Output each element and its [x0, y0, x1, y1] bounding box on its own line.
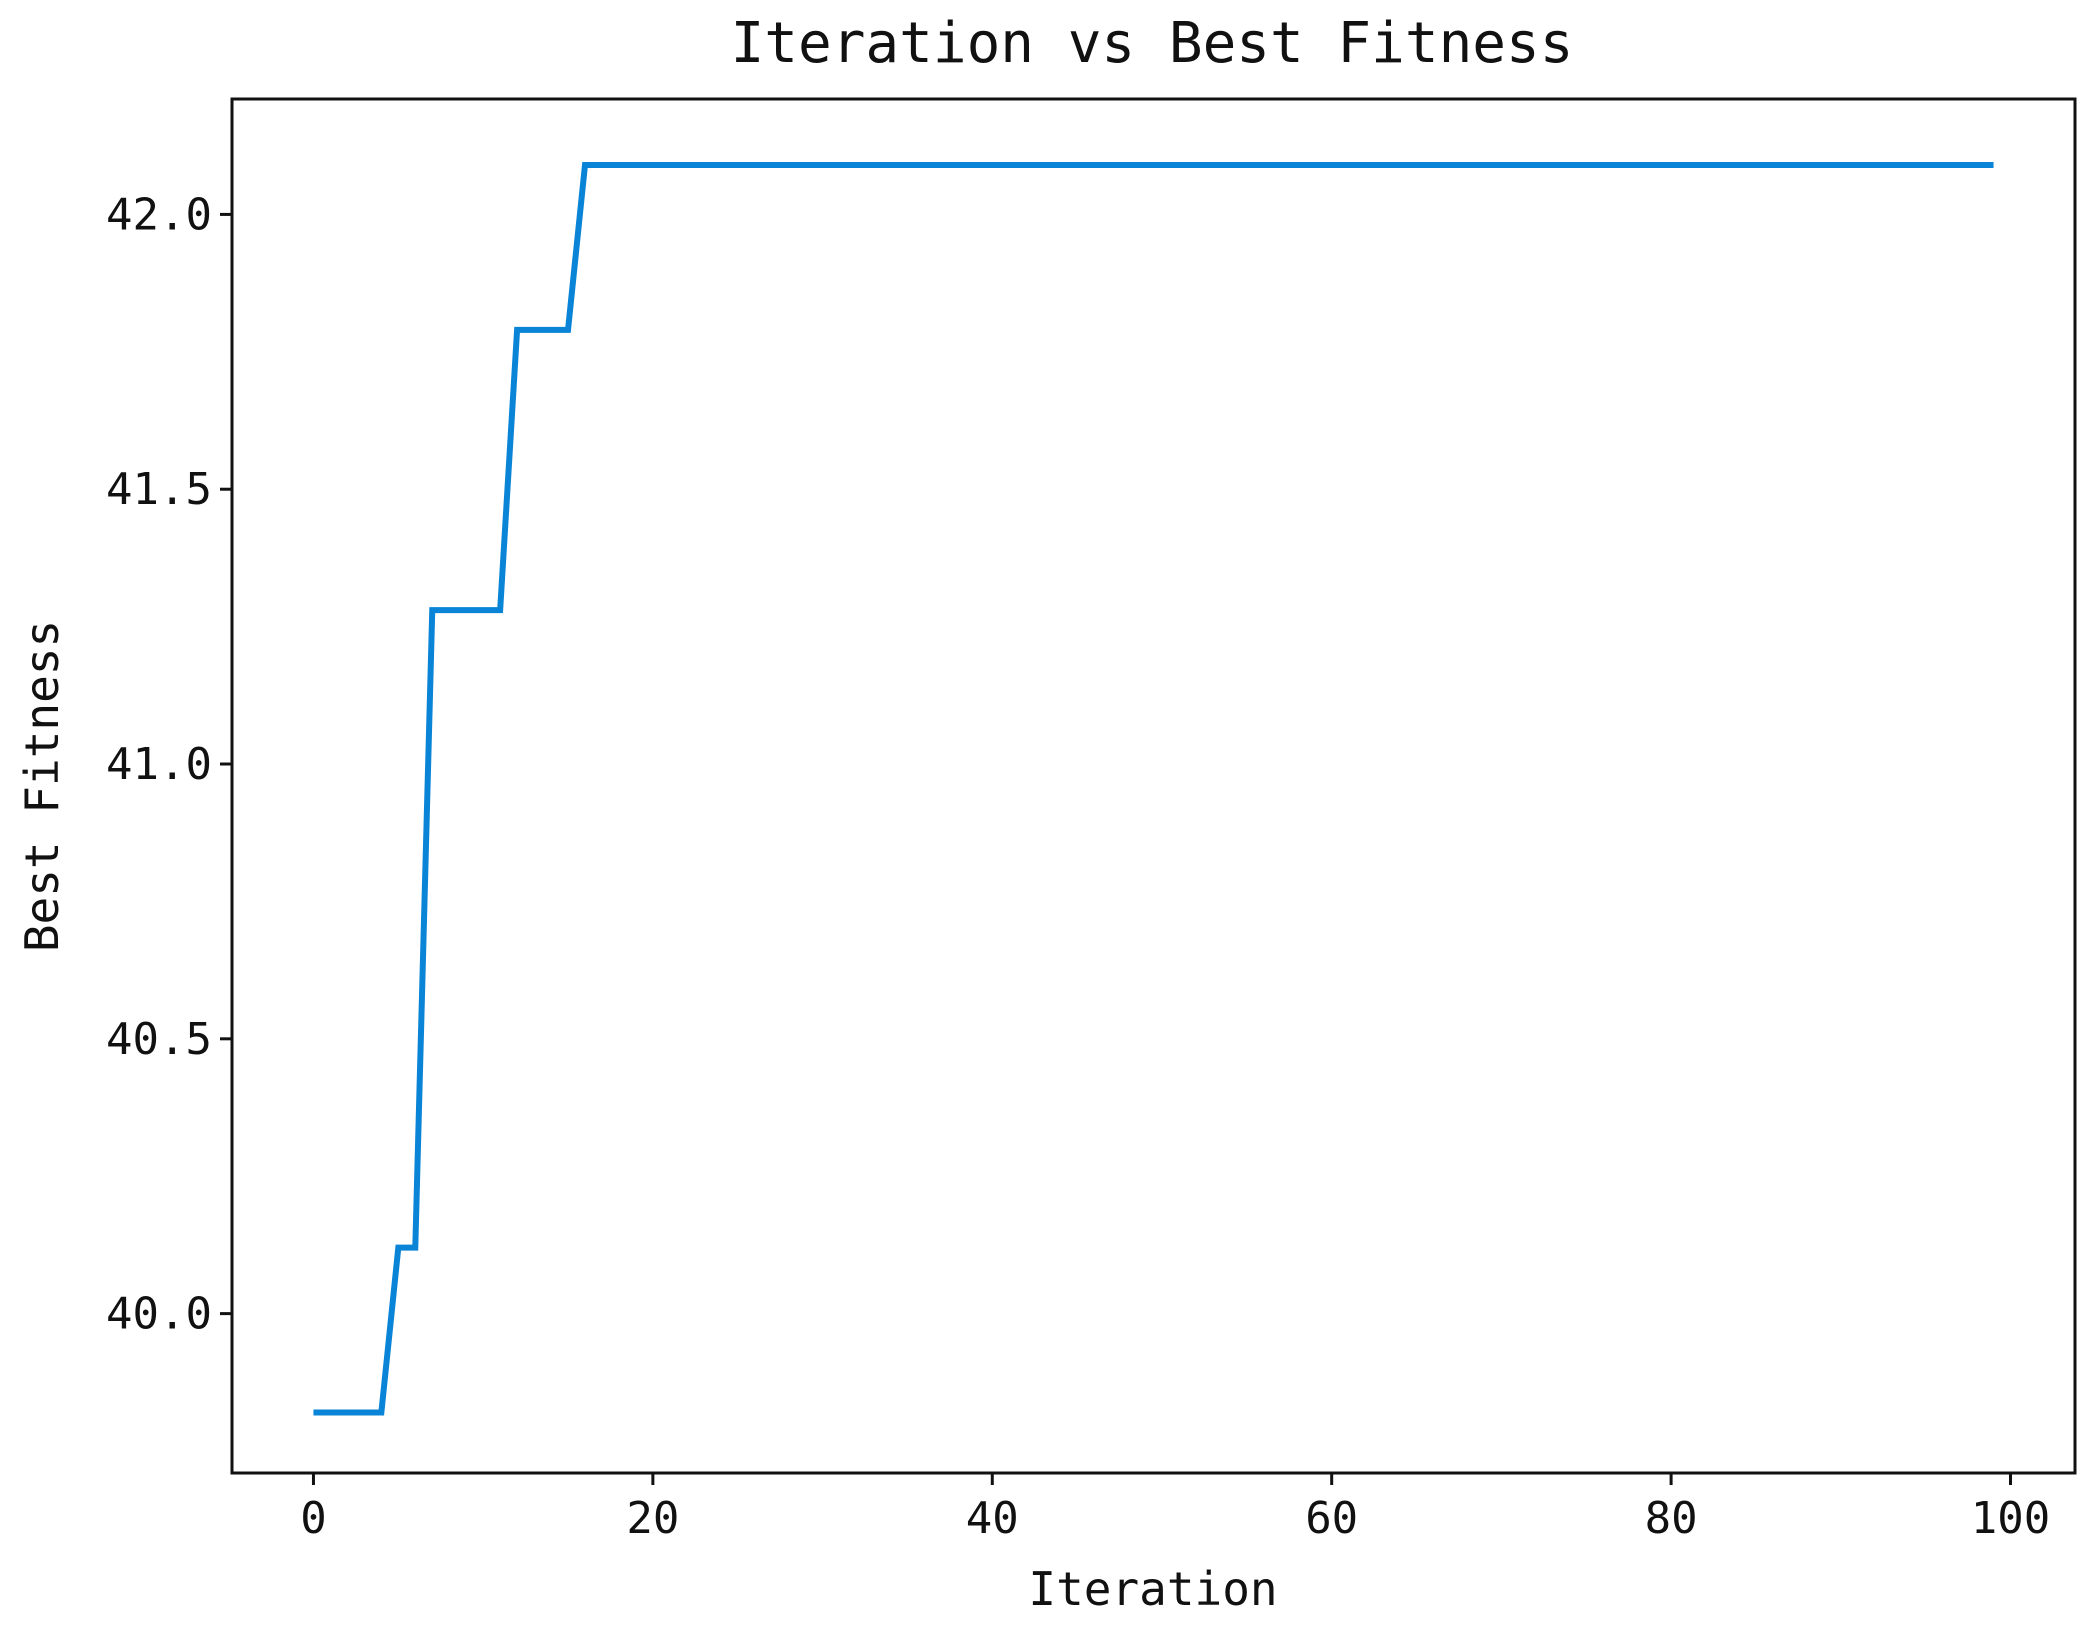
x-tick-label: 40 — [966, 1493, 1019, 1544]
x-axis-label: Iteration — [1028, 1562, 1277, 1616]
y-tick-label: 40.5 — [106, 1014, 212, 1065]
y-axis-label: Best Fitness — [15, 620, 69, 952]
y-axis-ticks: 40.0 40.5 41.0 41.5 42.0 — [106, 189, 232, 1340]
x-axis-ticks: 0 20 40 60 80 100 — [300, 1473, 2050, 1544]
x-tick-label: 80 — [1645, 1493, 1698, 1544]
series-line — [313, 161, 1994, 1416]
x-tick-label: 60 — [1305, 1493, 1358, 1544]
plot-frame — [230, 97, 2077, 1475]
y-tick-label: 40.0 — [106, 1289, 212, 1340]
chart-title: Iteration vs Best Fitness — [731, 11, 1574, 76]
x-tick-label: 0 — [300, 1493, 327, 1544]
y-tick-label: 42.0 — [106, 189, 212, 240]
y-tick-label: 41.0 — [106, 739, 212, 790]
series-layer — [313, 161, 1994, 1416]
x-tick-label: 100 — [1971, 1493, 2050, 1544]
y-tick-label: 41.5 — [106, 464, 212, 515]
x-tick-label: 20 — [626, 1493, 679, 1544]
